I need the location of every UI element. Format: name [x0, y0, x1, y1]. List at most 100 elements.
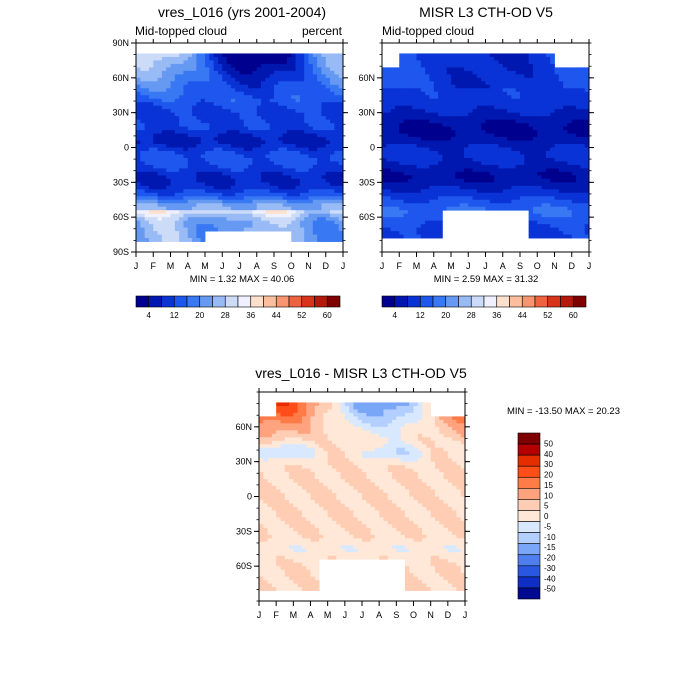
panel-model-field-cell: [200, 81, 206, 86]
panel-model-field-cell: [217, 102, 223, 107]
panel-model-field-cell: [226, 74, 232, 79]
panel-model-field-cell: [321, 196, 327, 201]
panel-obs-field-cell: [481, 67, 486, 72]
panel-obs-field-cell: [468, 70, 473, 75]
panel-obs-field-cell: [515, 116, 521, 121]
panel-model-field-cell: [140, 154, 146, 159]
panel-obs-field-cell: [459, 175, 465, 180]
panel-model-field-cell: [209, 161, 215, 166]
panel-obs-field-cell: [550, 213, 555, 218]
panel-model-field-cell: [136, 74, 141, 79]
panel-obs-field-cell: [433, 213, 439, 218]
panel-obs-field-cell: [468, 137, 473, 141]
panel-obs-field-cell: [429, 199, 435, 204]
panel-obs-field-cell: [438, 84, 443, 89]
panel-obs-field-cell: [498, 168, 504, 173]
panel-model-field-cell: [265, 206, 271, 211]
panel-model-field-cell: [282, 164, 288, 169]
panel-obs-field-cell: [399, 154, 404, 159]
panel-obs-field-cell: [498, 182, 504, 187]
panel-obs-field-cell: [420, 70, 426, 75]
panel-obs-field-cell: [515, 161, 521, 166]
panel-model-field-cell: [317, 217, 322, 222]
panel-obs-field-cell: [528, 119, 534, 124]
panel-model-field-cell: [269, 95, 275, 100]
panel-model-field-cell: [304, 213, 309, 218]
panel-model-field-cell: [192, 227, 197, 232]
panel-model-field-cell: [205, 74, 210, 79]
panel-obs-field-cell: [442, 147, 448, 152]
panel-model-field-cell: [286, 133, 292, 138]
panel-obs-field-cell: [524, 133, 530, 138]
panel-model-field-cell: [269, 137, 275, 141]
panel-obs-field-cell: [545, 74, 551, 79]
panel-model-field-cell: [217, 98, 223, 103]
panel-obs-field-cell: [520, 84, 525, 89]
panel-model-field-cell: [192, 60, 197, 65]
panel-obs-field-cell: [554, 175, 560, 180]
panel-model-field-cell: [334, 112, 340, 117]
panel-obs-field-cell: [455, 144, 461, 148]
panel-model-field-cell: [179, 231, 184, 235]
panel-obs-field-cell: [416, 91, 422, 96]
panel-model-field-cell: [179, 63, 184, 68]
panel-obs-field-cell: [407, 56, 413, 61]
panel-model-field-cell: [312, 175, 318, 180]
panel-model-field-cell: [256, 189, 262, 194]
panel-model-field-cell: [338, 56, 344, 61]
panel-model-field-cell: [330, 224, 335, 229]
panel-model-field-cell: [200, 140, 206, 145]
panel-obs-field-cell: [532, 112, 538, 117]
panel-obs-field-cell: [425, 224, 430, 229]
panel-model-field-cell: [325, 182, 331, 187]
panel-model-field-cell: [248, 189, 253, 194]
panel-model-field-cell: [209, 109, 215, 114]
panel-obs-field-cell: [541, 178, 547, 183]
panel-obs-field-cell: [580, 171, 586, 176]
panel-obs-field-cell: [515, 196, 521, 201]
panel-obs-field-cell: [451, 196, 456, 201]
panel-obs-field-cell: [463, 130, 469, 134]
panel-obs-field-cell: [515, 140, 521, 145]
panel-obs-field-cell: [550, 150, 555, 155]
panel-model-field-cell: [321, 123, 327, 127]
panel-obs-field-cell: [476, 102, 482, 107]
panel-model-field-cell: [248, 60, 253, 65]
panel-obs-field-cell: [576, 164, 581, 169]
panel-model-field-cell: [205, 144, 210, 148]
panel-obs-field-cell: [545, 123, 551, 127]
panel-obs-field-cell: [498, 154, 504, 159]
panel-model-field-cell: [256, 175, 262, 180]
panel-obs-field-cell: [584, 112, 590, 117]
panel-obs-field-cell: [442, 95, 448, 100]
panel-model-field-cell: [209, 196, 215, 201]
panel-obs-field-cell: [515, 102, 521, 107]
panel-obs-field-cell: [558, 91, 564, 96]
panel-obs-field-cell: [511, 77, 517, 82]
panel-obs-field-cell: [451, 60, 456, 65]
panel-obs-field-cell: [571, 168, 577, 173]
panel-model-field-cell: [200, 175, 206, 180]
panel-model-field-cell: [153, 175, 158, 180]
panel-obs-field-cell: [584, 102, 590, 107]
panel-obs-field-cell: [416, 217, 422, 222]
panel-model-field-cell: [338, 231, 344, 235]
panel-obs-field-cell: [576, 112, 581, 117]
panel-model-field-cell: [161, 227, 167, 232]
panel-model-field-cell: [148, 130, 154, 134]
panel-obs-field-cell: [576, 147, 581, 152]
panel-model-field-cell: [235, 175, 240, 180]
panel-obs-field-cell: [481, 137, 486, 141]
panel-obs-field-cell: [433, 63, 439, 68]
panel-model-field-cell: [179, 227, 184, 232]
panel-model-field-cell: [148, 224, 154, 229]
panel-model-field-cell: [226, 178, 232, 183]
panel-model-field-cell: [209, 53, 215, 58]
panel-obs-field-cell: [576, 140, 581, 145]
panel-model-field-cell: [183, 227, 189, 232]
panel-model-field-cell: [330, 185, 335, 190]
panel-model-field-cell: [330, 70, 335, 75]
panel-model-field-cell: [278, 91, 284, 96]
panel-model-field-cell: [140, 88, 146, 93]
panel-model-field-cell: [282, 84, 288, 89]
